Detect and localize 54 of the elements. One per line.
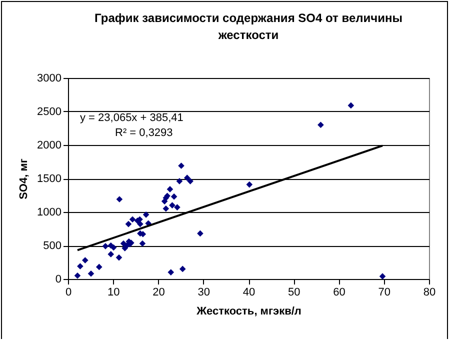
point bbox=[108, 251, 114, 258]
point bbox=[88, 270, 94, 277]
x-tick-label: 80 bbox=[423, 286, 436, 298]
x-tick-label: 70 bbox=[378, 286, 390, 298]
point bbox=[169, 202, 176, 208]
point bbox=[116, 196, 123, 202]
point bbox=[96, 264, 102, 270]
x-tick-label: 20 bbox=[152, 286, 165, 298]
point bbox=[348, 102, 354, 109]
point bbox=[142, 212, 150, 218]
point bbox=[137, 220, 144, 228]
annotation: R² = 0,3293 bbox=[115, 127, 173, 139]
x-tick-label: 40 bbox=[242, 286, 256, 298]
point bbox=[139, 240, 146, 247]
x-tick-label: 30 bbox=[198, 286, 210, 298]
point bbox=[176, 178, 183, 184]
point bbox=[168, 269, 174, 276]
x-axis-title: Жесткость, мгэкв/л bbox=[196, 306, 302, 318]
y-tick-label: 500 bbox=[43, 240, 62, 252]
annotation: y = 23,065x + 385,41 bbox=[80, 112, 184, 124]
point bbox=[77, 263, 84, 270]
point bbox=[129, 216, 136, 223]
point bbox=[122, 245, 128, 252]
point bbox=[246, 181, 253, 188]
point bbox=[179, 266, 186, 272]
point bbox=[74, 272, 81, 279]
y-tick-label: 2000 bbox=[37, 140, 62, 152]
chart-title: График зависимости содержания SO4 от величины жесткости bbox=[94, 11, 402, 42]
x-tick-label: 0 bbox=[65, 286, 72, 298]
y-tick-label: 3000 bbox=[37, 72, 62, 84]
point bbox=[102, 243, 109, 250]
point bbox=[187, 178, 194, 184]
point bbox=[318, 122, 324, 128]
x-tick-label: 50 bbox=[288, 286, 300, 298]
point bbox=[120, 240, 127, 247]
point bbox=[184, 174, 190, 181]
point bbox=[162, 205, 170, 212]
point bbox=[170, 193, 178, 200]
point bbox=[166, 186, 174, 192]
y-tick-label: 1000 bbox=[37, 206, 62, 218]
point bbox=[178, 162, 184, 169]
point bbox=[125, 220, 132, 228]
point bbox=[197, 230, 204, 237]
point bbox=[174, 204, 180, 210]
y-axis-title: SO4, мг bbox=[18, 158, 30, 200]
y-tick-label: 1500 bbox=[37, 173, 62, 185]
x-tick-label: 10 bbox=[108, 286, 120, 298]
point bbox=[379, 273, 386, 280]
y-tick-label: 0 bbox=[55, 274, 62, 286]
point bbox=[110, 244, 117, 251]
point bbox=[82, 257, 88, 264]
point bbox=[116, 254, 122, 261]
x-tick-label: 60 bbox=[333, 286, 346, 298]
y-tick-label: 2500 bbox=[37, 106, 62, 118]
